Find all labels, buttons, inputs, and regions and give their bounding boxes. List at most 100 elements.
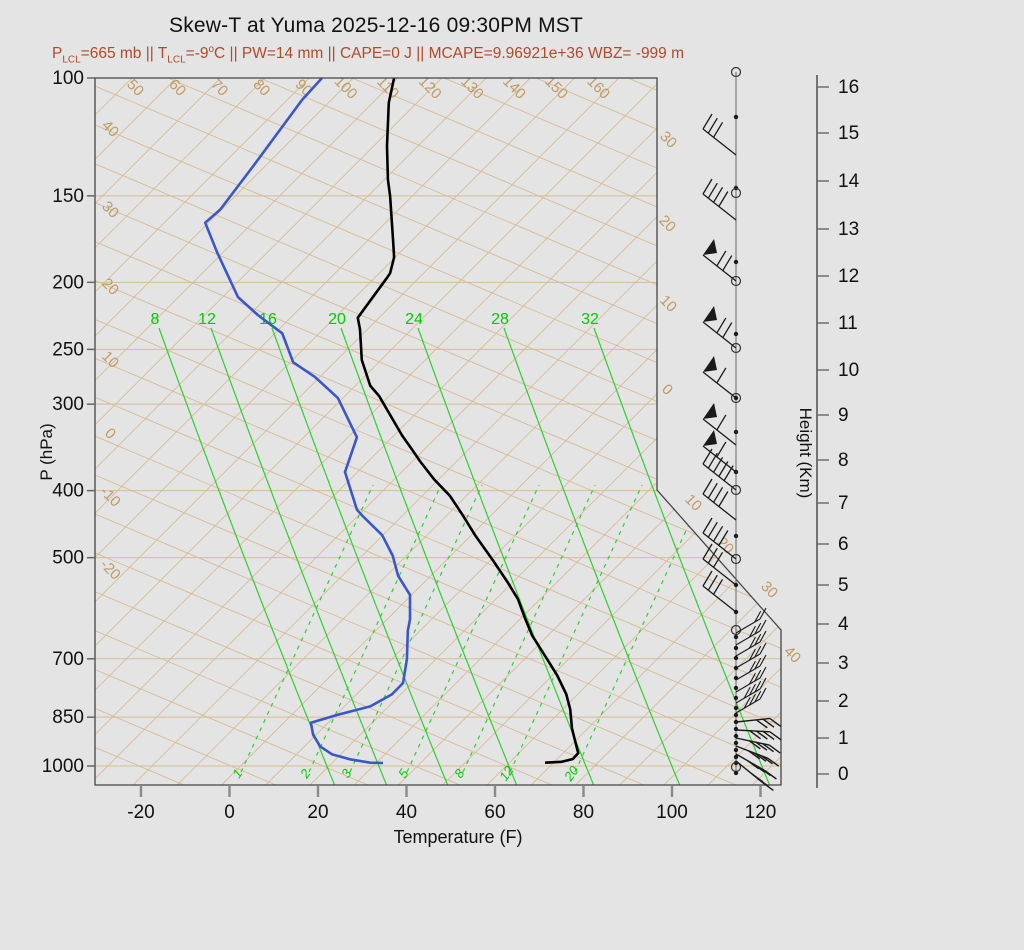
wind-level-dot (733, 740, 739, 746)
height-tick-label: 0 (838, 764, 849, 785)
wind-barb-tick (762, 730, 775, 740)
green-labels: 8 12 16 20 24 28 321 2 3 5 8 12 20 (151, 311, 599, 784)
isotherm-line (265, 78, 781, 785)
height-tick-label: 3 (838, 653, 849, 674)
wind-barb-tick (707, 182, 718, 199)
moist-adiabat-label: 12 (198, 311, 216, 328)
isotherm-line (95, 78, 177, 785)
wind-barb-tick (722, 322, 733, 338)
wind-barb-tick (713, 121, 724, 138)
mixing-ratio-label: 2 (297, 766, 314, 782)
dry-adiabat-line (167, 78, 781, 785)
wind-barb-tick (702, 517, 713, 534)
wind-barb-tick (759, 687, 767, 700)
wind-barb-tick (702, 448, 713, 465)
moist-adiabat-line (271, 327, 449, 785)
dry-adiabat-line (95, 78, 781, 785)
mixing-ratio-label: 5 (395, 766, 412, 781)
wind-barb-tick (723, 465, 734, 481)
wind-barb-tick (707, 574, 718, 591)
wind-barb-staff (702, 585, 737, 613)
pressure-axis: 100 150 200 250 300 400 500 700 850 1000 (42, 68, 95, 777)
wind-barb-tick (754, 633, 762, 646)
wind-barb-pennant (703, 306, 717, 322)
wind-barb-staff (735, 717, 770, 723)
subtitle-segment: P (51, 45, 63, 63)
moist-adiabat-label: 20 (328, 311, 346, 328)
wind-barb-tick (759, 654, 767, 667)
isotherm-line (752, 78, 781, 785)
wind-barb-staff (702, 128, 737, 156)
subtitle-segment: C || PW=14 mm || CAPE=0 J || MCAPE=9.969… (214, 45, 685, 63)
wind-barb-staff (735, 688, 761, 704)
x-tick-label: 80 (573, 802, 594, 823)
isotherm-line (619, 78, 781, 785)
wind-barb-staff (702, 445, 737, 473)
plot-border (94, 77, 782, 786)
wind-barb-tick (702, 570, 713, 587)
wind-level-dot (733, 695, 739, 701)
isotherm-line (309, 78, 781, 785)
dry-adiabat-line (95, 78, 461, 785)
wind-barb-tick (713, 525, 724, 542)
isotherm-line (95, 78, 752, 785)
wind-barb-tick (769, 731, 782, 741)
wind-level-dot (733, 331, 739, 337)
moist-adiabat-label: 16 (259, 311, 277, 328)
wind-barb-tick (702, 113, 713, 130)
height-tick-label: 6 (838, 534, 849, 555)
wind-level-circle (730, 66, 742, 78)
dry-adiabat-line (95, 78, 781, 785)
wind-barb-tick (754, 622, 762, 635)
wind-barb-tick (759, 666, 767, 679)
moist-adiabat-label: 32 (581, 311, 599, 328)
isotherm-line (530, 78, 781, 785)
isotherm-line (797, 78, 1024, 785)
wind-barb-tick (718, 491, 729, 507)
isotherm-label-right: 20 (655, 212, 679, 236)
wind-barb-staff (735, 641, 761, 657)
subtitle-segment: o (208, 44, 215, 55)
wind-level-circle (730, 553, 742, 565)
wind-barb-staff (702, 418, 737, 446)
isotherm-label-right: 10 (656, 292, 680, 316)
chart-title: Skew-T at Yuma 2025-12-16 09:30PM MST (169, 14, 583, 37)
isotherm-line (575, 78, 781, 785)
height-tick-label: 5 (838, 575, 849, 596)
pressure-tick-label: 500 (52, 548, 84, 569)
wind-barb-tick (759, 677, 767, 690)
moist-adiabat-line (593, 327, 771, 785)
wind-level-dot (733, 712, 739, 718)
height-tick-label: 1 (838, 728, 849, 749)
isotherm-line (442, 78, 781, 785)
dry-adiabat-line (95, 78, 185, 785)
dry-adiabat-line (95, 78, 737, 785)
wind-barb-staff (735, 630, 761, 646)
wind-barb-staff (735, 653, 761, 669)
wind-barb-staff (702, 321, 737, 349)
moist-adiabat-line (210, 327, 388, 785)
subtitle-segment: LCL (167, 54, 186, 66)
temperature-curve (356, 78, 580, 764)
mixing-ratio-line (349, 484, 483, 773)
wind-barb-tick (755, 741, 768, 751)
dry-adiabat-line (627, 78, 781, 785)
wind-barb-tick (748, 740, 761, 750)
height-tick-label: 10 (838, 360, 859, 381)
wind-barb-tick (748, 636, 756, 649)
isotherm-label-right: 0 (658, 381, 676, 399)
isotherm-label-left: -20 (97, 556, 124, 583)
wind-barb-tick (754, 752, 767, 762)
wind-barb-staff (702, 193, 737, 221)
wind-barb-tick (707, 452, 718, 469)
wind-barb-tick (713, 578, 724, 595)
wind-barb-tick (769, 717, 782, 728)
isotherm-line (95, 78, 487, 785)
isotherm-line (95, 78, 398, 785)
isotherm-label-right: 40 (780, 643, 804, 667)
height-tick-label: 9 (838, 405, 849, 426)
wind-barb-tick (759, 767, 771, 777)
